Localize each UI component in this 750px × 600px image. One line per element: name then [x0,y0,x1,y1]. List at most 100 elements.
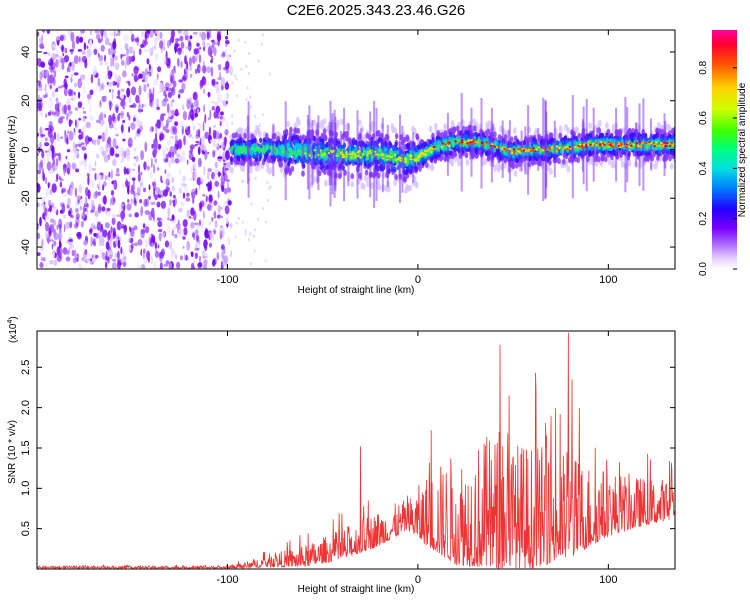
noise-blob [62,247,68,255]
noise-blob [171,247,175,256]
noise-blob [89,30,93,36]
noise-blob [123,166,127,175]
signal-blob [609,132,614,139]
noise-blob [185,197,191,202]
noise-blob [182,219,188,228]
noise-blob [45,221,49,232]
noise-blob [182,74,187,82]
signal-blob [538,160,543,167]
noise-blob [120,225,126,229]
noise-blob [224,168,229,171]
noise-blob [92,139,97,146]
noise-blob [195,234,200,242]
noise-blob [70,31,75,42]
noise-blob [220,260,224,269]
signal-blob [465,134,469,140]
noise-blob [58,117,63,124]
signal-blob [236,138,240,144]
noise-blob [84,207,87,212]
noise-blob [121,123,124,134]
noise-blob [147,73,150,78]
noise-blob [42,30,46,34]
noise-blob [227,236,231,246]
noise-blob [152,181,157,191]
noise-blob [59,34,64,42]
signal-blob [534,127,539,135]
noise-blob [206,183,209,187]
noise-blob [150,170,153,180]
noise-blob [198,54,202,64]
signal-blob [377,183,382,191]
noise-blob [71,60,75,72]
noise-blob [101,236,105,247]
noise-blob [167,39,170,49]
noise-blob [52,250,55,260]
signal-blob [461,125,466,132]
noise-blob [169,199,172,206]
noise-blob [226,179,230,182]
noise-blob [178,187,183,195]
noise-blob [59,181,63,188]
noise-blob [99,227,103,233]
noise-blob [43,51,48,55]
noise-blob [93,226,98,230]
noise-blob [81,55,87,63]
noise-blob [88,115,94,121]
noise-blob [72,104,76,108]
noise-blob [194,143,198,147]
noise-blob [146,58,150,65]
noise-blob [88,163,93,173]
noise-blob [181,150,186,156]
signal-blob [577,132,582,139]
noise-blob [80,30,86,34]
noise-blob [84,161,88,167]
noise-blob [86,173,90,177]
noise-blob [141,103,144,109]
noise-blob [155,132,157,141]
signal-blob [352,137,356,143]
noise-blob [72,257,77,264]
noise-blob [120,210,126,220]
signal-blob [443,130,448,137]
noise-dot [244,228,247,233]
noise-dot [249,232,252,236]
noise-blob [39,71,43,81]
noise-blob [206,31,210,40]
noise-blob [58,176,62,181]
signal-blob [610,153,614,161]
signal-blob [415,133,419,140]
noise-blob [197,128,201,139]
noise-blob [122,138,126,142]
noise-blob [75,168,80,173]
noise-blob [96,153,100,159]
noise-blob [37,183,41,193]
noise-blob [55,158,59,167]
noise-blob [157,90,162,94]
noise-blob [111,49,117,55]
noise-blob [99,82,102,92]
signal-blob [561,139,565,145]
noise-blob [113,180,116,189]
noise-blob [68,90,74,95]
noise-blob [94,173,97,181]
noise-blob [223,173,228,182]
noise-blob [78,129,82,134]
noise-blob [198,157,201,168]
noise-dot [248,51,250,56]
noise-blob [153,78,159,86]
noise-blob [207,117,210,121]
signal-blob [325,141,329,148]
noise-blob [75,208,79,213]
noise-blob [43,201,46,205]
noise-blob [217,190,220,199]
noise-blob [210,100,215,104]
noise-blob [186,240,190,251]
noise-blob [127,185,130,195]
noise-blob [164,240,170,248]
noise-blob [188,125,191,130]
noise-blob [81,257,85,260]
noise-blob [200,143,205,151]
noise-blob [207,91,211,98]
noise-blob [206,80,210,86]
noise-blob [160,121,165,129]
